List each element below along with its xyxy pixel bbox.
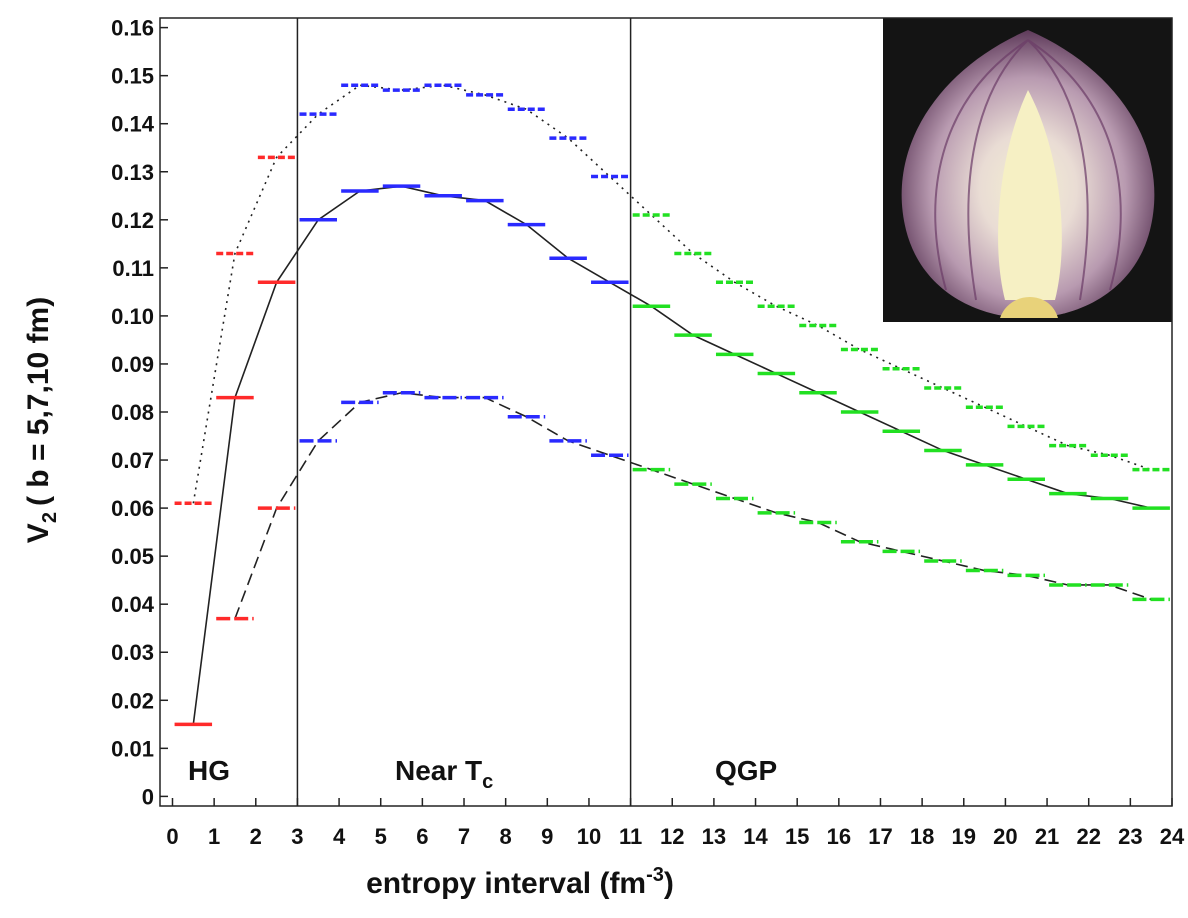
region-label-text: HG (188, 755, 230, 786)
x-tick-label: 8 (500, 824, 512, 849)
x-tick-label: 20 (993, 824, 1017, 849)
onion-photo (883, 18, 1172, 322)
x-tick-label: 18 (910, 824, 934, 849)
region-label: QGP (715, 755, 777, 786)
x-tick-label: 10 (577, 824, 601, 849)
y-tick-label: 0.15 (111, 64, 154, 89)
x-tick-label: 4 (333, 824, 346, 849)
region-label-sub: c (482, 771, 493, 793)
y-tick-label: 0.02 (111, 688, 154, 713)
region-label: HG (188, 755, 230, 786)
trend-line (234, 391, 1152, 619)
y-tick-label: 0.07 (111, 448, 154, 473)
x-tick-label: 6 (416, 824, 428, 849)
x-tick-label: 19 (952, 824, 976, 849)
y-tick-label: 0.03 (111, 640, 154, 665)
x-tick-label: 3 (291, 824, 303, 849)
x-tick-label: 24 (1160, 824, 1185, 849)
x-tick-label: 16 (827, 824, 851, 849)
x-axis-title: entropy interval (fm-3) (366, 864, 674, 900)
x-tick-label: 11 (619, 824, 642, 849)
region-label-text: Near T (395, 755, 482, 786)
y-tick-label: 0.11 (112, 256, 154, 281)
y-tick-label: 0.10 (111, 304, 154, 329)
y-tick-label: 0.08 (111, 400, 154, 425)
x-tick-label: 12 (660, 824, 684, 849)
x-tick-label: 21 (1035, 824, 1059, 849)
y-axis-title: V2 ( b = 5,7,10 fm) (22, 297, 61, 543)
y-title-sub: 2 (39, 512, 61, 523)
y-tick-label: 0.13 (111, 160, 154, 185)
y-tick-label: 0.14 (111, 112, 155, 137)
x-tick-label: 22 (1076, 824, 1100, 849)
y-tick-label: 0.01 (111, 736, 154, 761)
region-label: Near Tc (395, 755, 493, 793)
y-tick-label: 0.04 (111, 592, 155, 617)
x-title-sup: -3 (646, 864, 664, 886)
trend-line (192, 185, 1152, 725)
y-tick-label: 0.09 (111, 352, 154, 377)
x-tick-label: 14 (743, 824, 768, 849)
y-tick-label: 0 (142, 784, 154, 809)
x-title-end: ) (664, 867, 674, 900)
trend-line (192, 84, 1152, 504)
x-tick-label: 15 (785, 824, 809, 849)
region-label-text: QGP (715, 755, 777, 786)
y-tick-label: 0.12 (111, 208, 154, 233)
x-tick-label: 23 (1118, 824, 1142, 849)
x-tick-label: 9 (541, 824, 553, 849)
y-title-rest: ( b = 5,7,10 fm) (22, 297, 55, 506)
x-title-main: entropy interval (fm (366, 867, 646, 900)
y-tick-label: 0.06 (111, 496, 154, 521)
x-tick-label: 5 (375, 824, 387, 849)
x-tick-label: 13 (702, 824, 726, 849)
x-tick-label: 2 (250, 824, 262, 849)
y-tick-label: 0.16 (111, 16, 154, 41)
x-tick-label: 1 (208, 824, 220, 849)
x-tick-label: 7 (458, 824, 470, 849)
x-tick-label: 17 (868, 824, 892, 849)
y-title-main: V (22, 523, 55, 543)
y-tick-label: 0.05 (111, 544, 154, 569)
x-tick-label: 0 (166, 824, 178, 849)
